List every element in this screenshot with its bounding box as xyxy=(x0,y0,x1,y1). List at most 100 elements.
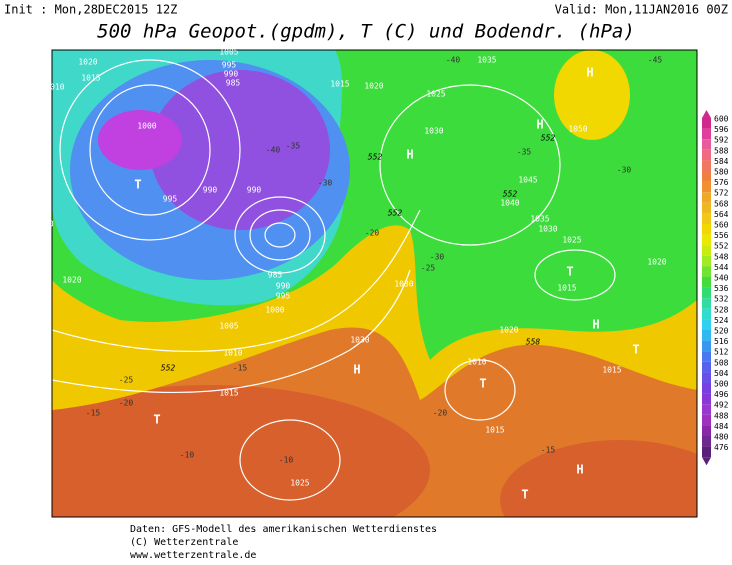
colorbar-label: 592 xyxy=(714,136,729,145)
colorbar-swatch xyxy=(702,340,711,352)
isobar-label: 990 xyxy=(203,186,218,195)
height-label: 552 xyxy=(541,134,556,143)
temperature-label: -30 xyxy=(318,179,333,188)
colorbar-label: 572 xyxy=(714,189,729,198)
colorbar-label: 500 xyxy=(714,380,729,389)
colorbar-swatch xyxy=(702,319,711,330)
colorbar-label: 548 xyxy=(714,252,729,261)
footer-line: Daten: GFS-Modell des amerikanischen Wet… xyxy=(130,524,437,535)
temperature-label: -10 xyxy=(279,456,294,465)
isobar-label: 1020 xyxy=(647,258,666,267)
isobar-label: 995 xyxy=(276,292,291,301)
height-label: 552 xyxy=(161,364,176,373)
map-area xyxy=(52,50,697,517)
colorbar-swatch xyxy=(702,425,711,436)
colorbar-swatch xyxy=(702,160,711,171)
isobar-label: 1010 xyxy=(223,349,242,358)
colorbar-swatch xyxy=(702,436,711,447)
colorbar-label: 524 xyxy=(714,316,729,325)
isobar-label: 1020 xyxy=(78,58,97,67)
isobar-label: 1030 xyxy=(538,225,557,234)
height-label: 552 xyxy=(388,209,403,218)
isobar-label: 1050 xyxy=(568,125,587,134)
colorbar-arrow xyxy=(702,110,711,118)
colorbar-swatch xyxy=(702,139,711,150)
colorbar-swatch xyxy=(702,192,711,203)
pressure-center: T xyxy=(479,377,486,391)
isobar-label: 1015 xyxy=(219,389,238,398)
pressure-center: T xyxy=(134,178,141,192)
colorbar-swatch xyxy=(702,287,711,299)
temperature-label: -20 xyxy=(365,229,380,238)
map-title: 500 hPa Geopot.(gpdm), T (C) und Bodendr… xyxy=(97,21,635,43)
temperature-label: -30 xyxy=(430,253,445,262)
isobar-label: 1030 xyxy=(350,336,369,345)
colorbar-swatch xyxy=(702,361,711,373)
temperature-label: -40 xyxy=(446,56,461,65)
pressure-center: T xyxy=(521,488,528,502)
pressure-center: T xyxy=(566,265,573,279)
colorbar-swatch xyxy=(702,330,711,341)
colorbar-swatch xyxy=(702,255,711,267)
isobar-label: 1015 xyxy=(602,366,621,375)
isobar-label: 1020 xyxy=(364,82,383,91)
isobar-label: 1045 xyxy=(518,176,537,185)
temperature-label: -20 xyxy=(433,409,448,418)
isobar-label: 1000 xyxy=(34,220,53,229)
footer-line: www.wetterzentrale.de xyxy=(130,550,256,561)
temperature-label: -15 xyxy=(233,364,248,373)
isobar-label: 1030 xyxy=(424,127,443,136)
isobar-label: 1000 xyxy=(137,122,156,131)
pressure-center: T xyxy=(153,413,160,427)
isobar-label: 1010 xyxy=(467,358,486,367)
colorbar-swatch xyxy=(702,298,711,309)
colorbar-swatch xyxy=(702,149,711,161)
temperature-label: -20 xyxy=(119,399,134,408)
colorbar-swatch xyxy=(702,404,711,415)
colorbar-swatch xyxy=(702,414,711,426)
colorbar-label: 508 xyxy=(714,358,729,367)
colorbar-swatch xyxy=(702,277,711,288)
isobar-label: 985 xyxy=(226,79,241,88)
pressure-center: H xyxy=(353,363,360,377)
isobar-label: 1025 xyxy=(30,351,49,360)
colorbar-swatch xyxy=(702,393,711,405)
height-label: 552 xyxy=(503,190,518,199)
colorbar-label: 520 xyxy=(714,327,729,336)
colorbar-label: 588 xyxy=(714,146,729,155)
isobar-label: 1010 xyxy=(45,83,64,92)
colorbar-arrow xyxy=(702,457,711,466)
colorbar-swatch xyxy=(702,266,711,277)
isobar-label: 1000 xyxy=(265,306,284,315)
isobar-label: 990 xyxy=(247,186,262,195)
colorbar-label: 536 xyxy=(714,284,729,293)
colorbar-swatch xyxy=(702,446,711,458)
colorbar-swatch xyxy=(702,351,711,362)
colorbar-swatch xyxy=(702,383,711,394)
colorbar-swatch xyxy=(702,171,711,182)
isobar-label: 1020 xyxy=(62,276,81,285)
temperature-label: -25 xyxy=(119,376,134,385)
colorbar-label: 584 xyxy=(714,157,729,166)
colorbar-label: 576 xyxy=(714,178,729,187)
colorbar-swatch xyxy=(702,202,711,214)
colorbar-label: 512 xyxy=(714,348,729,357)
colorbar-swatch xyxy=(702,245,711,256)
isobar-label: 990 xyxy=(224,70,239,79)
height-label: 552 xyxy=(368,153,383,162)
isobar-label: 1015 xyxy=(485,426,504,435)
colorbar-label: 568 xyxy=(714,199,729,208)
init-time: Init : Mon,28DEC2015 12Z xyxy=(4,3,177,17)
isobar-label: 985 xyxy=(268,271,283,280)
colorbar-label: 528 xyxy=(714,305,729,314)
map-frame xyxy=(51,49,698,518)
isobar-label: 995 xyxy=(222,61,237,70)
colorbar-label: 596 xyxy=(714,125,729,134)
valid-time: Valid: Mon,11JAN2016 00Z xyxy=(555,3,728,17)
colorbar-swatch xyxy=(702,213,711,224)
footer-line: (C) Wetterzentrale xyxy=(130,537,238,548)
colorbar-swatch xyxy=(702,181,711,193)
colorbar-label: 496 xyxy=(714,390,729,399)
isobar-label: 1005 xyxy=(219,322,238,331)
